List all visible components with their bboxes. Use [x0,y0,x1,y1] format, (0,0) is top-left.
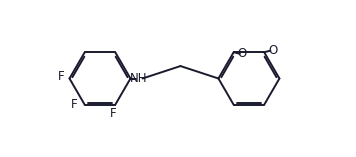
Text: F: F [58,70,64,83]
Text: F: F [71,98,78,111]
Text: O: O [238,47,247,60]
Text: F: F [110,107,116,120]
Text: NH: NH [130,72,148,85]
Text: O: O [268,44,277,57]
